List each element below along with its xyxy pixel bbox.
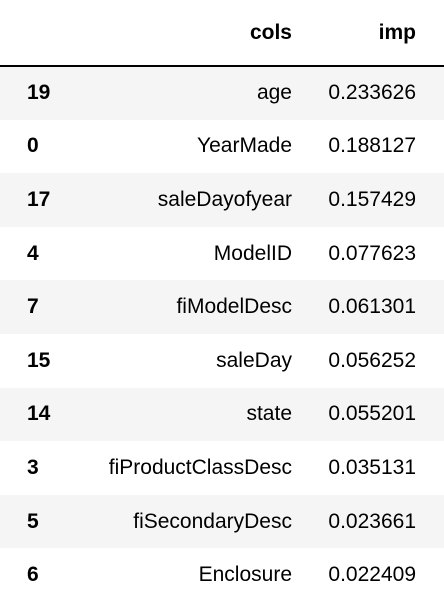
cell-imp: 0.077623 bbox=[328, 241, 416, 265]
cell-imp: 0.035131 bbox=[328, 455, 416, 479]
row-index: 3 bbox=[27, 455, 39, 479]
row-index: 19 bbox=[27, 81, 51, 105]
table-row: 6 Enclosure 0.022409 bbox=[0, 548, 444, 602]
cell-cols: ModelID bbox=[213, 241, 292, 265]
cell-imp: 0.157429 bbox=[328, 187, 416, 211]
cell-cols: Enclosure bbox=[198, 563, 292, 587]
table-row: 7 fiModelDesc 0.061301 bbox=[0, 280, 444, 334]
row-index: 15 bbox=[27, 348, 51, 372]
cell-imp: 0.022409 bbox=[328, 563, 416, 587]
cell-cols: state bbox=[246, 402, 292, 426]
row-index: 6 bbox=[27, 563, 39, 587]
header-row: cols imp bbox=[0, 0, 444, 67]
table-row: 5 fiSecondaryDesc 0.023661 bbox=[0, 494, 444, 549]
row-index: 0 bbox=[27, 134, 39, 158]
table-header: cols imp bbox=[0, 0, 444, 67]
cell-cols: fiProductClassDesc bbox=[108, 455, 292, 479]
table-row: 0 YearMade 0.188127 bbox=[0, 119, 444, 174]
cell-imp: 0.023661 bbox=[328, 509, 416, 533]
index-header bbox=[0, 0, 70, 67]
row-index: 17 bbox=[27, 187, 51, 211]
cell-cols: fiModelDesc bbox=[176, 295, 292, 319]
cell-cols: YearMade bbox=[197, 134, 292, 158]
cell-imp: 0.233626 bbox=[328, 81, 416, 105]
table-row: 19 age 0.233626 bbox=[0, 66, 444, 120]
cell-cols: saleDay bbox=[216, 348, 292, 372]
table-row: 17 saleDayofyear 0.157429 bbox=[0, 173, 444, 227]
row-index: 5 bbox=[27, 509, 39, 533]
row-index: 14 bbox=[27, 402, 51, 426]
table-row: 4 ModelID 0.077623 bbox=[0, 226, 444, 281]
table-body: 19 age 0.233626 0 YearMade 0.188127 17 s… bbox=[0, 66, 444, 602]
cell-cols: age bbox=[256, 81, 292, 105]
table-row: 15 saleDay 0.056252 bbox=[0, 333, 444, 388]
cell-imp: 0.055201 bbox=[328, 402, 416, 426]
row-index: 4 bbox=[27, 241, 39, 265]
cell-cols: fiSecondaryDesc bbox=[133, 509, 292, 533]
cell-imp: 0.056252 bbox=[328, 348, 416, 372]
table-row: 14 state 0.055201 bbox=[0, 387, 444, 442]
column-header-cols: cols bbox=[70, 0, 302, 67]
cell-imp: 0.061301 bbox=[328, 295, 416, 319]
table-row: 3 fiProductClassDesc 0.035131 bbox=[0, 441, 444, 495]
column-header-imp: imp bbox=[302, 0, 444, 67]
row-index: 7 bbox=[27, 295, 39, 319]
cell-cols: saleDayofyear bbox=[157, 187, 292, 211]
cell-imp: 0.188127 bbox=[328, 134, 416, 158]
